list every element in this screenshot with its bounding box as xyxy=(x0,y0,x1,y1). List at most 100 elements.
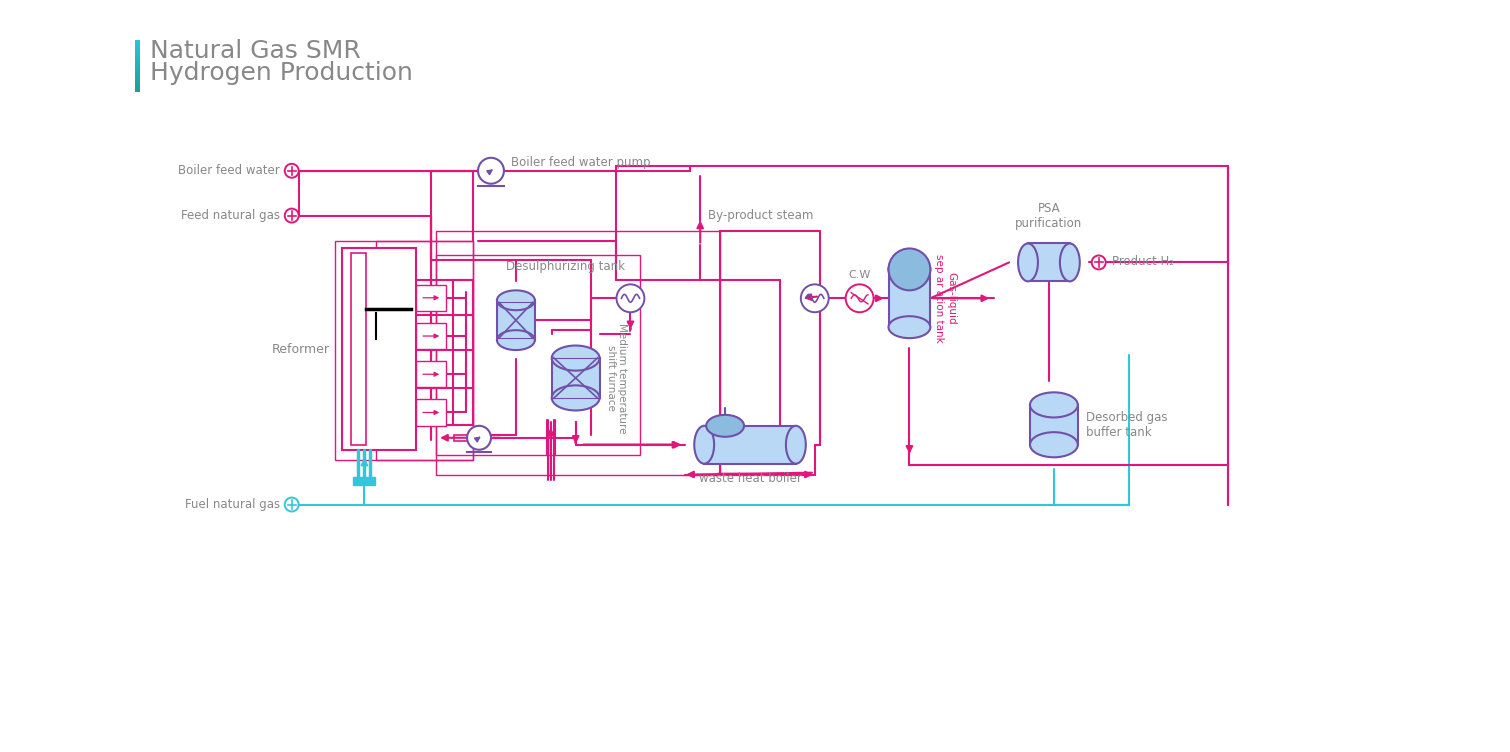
Text: Product H₂: Product H₂ xyxy=(1111,255,1173,268)
Bar xyxy=(136,59,140,60)
Ellipse shape xyxy=(695,426,714,464)
Ellipse shape xyxy=(551,345,599,371)
Bar xyxy=(436,256,640,455)
Bar xyxy=(1028,244,1069,281)
Bar xyxy=(136,89,140,90)
Bar xyxy=(352,253,367,444)
Text: Medium temperature
shift furnace: Medium temperature shift furnace xyxy=(606,323,627,433)
Ellipse shape xyxy=(785,426,806,464)
Bar xyxy=(136,56,140,57)
Bar xyxy=(136,74,140,75)
Text: Reformer: Reformer xyxy=(272,343,329,356)
Text: Boiler feed water: Boiler feed water xyxy=(178,164,279,177)
Bar xyxy=(136,83,140,84)
Circle shape xyxy=(616,284,645,312)
Bar xyxy=(551,358,599,398)
Bar xyxy=(136,49,140,50)
Bar xyxy=(136,57,140,58)
Bar xyxy=(136,76,140,77)
Bar xyxy=(136,61,140,62)
Bar xyxy=(136,75,140,76)
Bar xyxy=(136,62,140,63)
Circle shape xyxy=(1092,256,1105,269)
Bar xyxy=(136,47,140,48)
Text: Boiler feed water pump: Boiler feed water pump xyxy=(510,156,651,169)
Bar xyxy=(136,53,140,54)
Bar xyxy=(136,85,140,86)
Ellipse shape xyxy=(1018,244,1037,281)
Bar xyxy=(136,52,140,53)
Bar xyxy=(136,66,140,67)
Text: waste heat boiler: waste heat boiler xyxy=(699,472,802,484)
Bar xyxy=(136,43,140,44)
Text: Desulphurizing tank: Desulphurizing tank xyxy=(506,260,625,274)
Circle shape xyxy=(467,426,491,450)
Bar xyxy=(497,300,535,340)
Circle shape xyxy=(846,284,874,312)
Bar xyxy=(136,88,140,89)
Bar xyxy=(136,90,140,91)
Text: Fuel natural gas: Fuel natural gas xyxy=(184,498,279,511)
Text: By-product steam: By-product steam xyxy=(708,209,814,222)
Bar xyxy=(136,65,140,66)
Ellipse shape xyxy=(1030,432,1078,457)
Bar xyxy=(417,361,445,387)
Text: Feed natural gas: Feed natural gas xyxy=(181,209,279,222)
Ellipse shape xyxy=(1030,393,1078,417)
Text: Gas-liquid
sep ar ation tank: Gas-liquid sep ar ation tank xyxy=(935,254,956,343)
Ellipse shape xyxy=(551,385,599,411)
Bar xyxy=(136,67,140,68)
Bar xyxy=(888,269,930,327)
Bar xyxy=(136,82,140,83)
Ellipse shape xyxy=(888,248,930,290)
Bar xyxy=(136,55,140,56)
Bar xyxy=(136,79,140,80)
Bar xyxy=(1030,405,1078,444)
Text: C.W: C.W xyxy=(849,271,871,280)
Ellipse shape xyxy=(1060,244,1080,281)
Bar xyxy=(136,86,140,87)
Ellipse shape xyxy=(707,415,744,437)
Bar xyxy=(136,80,140,81)
Bar xyxy=(455,435,488,441)
Bar xyxy=(136,60,140,61)
Text: Natural Gas SMR: Natural Gas SMR xyxy=(149,39,361,63)
Circle shape xyxy=(479,158,504,183)
Bar xyxy=(436,231,720,475)
Bar xyxy=(136,71,140,72)
Circle shape xyxy=(800,284,829,312)
Bar xyxy=(417,285,445,311)
Bar xyxy=(136,81,140,82)
Bar xyxy=(136,64,140,65)
Bar xyxy=(376,241,473,459)
Text: PSA
purification: PSA purification xyxy=(1015,202,1083,229)
Bar xyxy=(136,41,140,42)
Text: Desorbed gas
buffer tank: Desorbed gas buffer tank xyxy=(1086,411,1167,439)
Bar xyxy=(136,72,140,73)
Bar xyxy=(136,45,140,46)
Bar xyxy=(136,87,140,88)
Bar xyxy=(136,46,140,47)
Bar xyxy=(136,70,140,71)
Bar xyxy=(136,63,140,64)
Bar xyxy=(335,241,473,459)
Text: Hydrogen Production: Hydrogen Production xyxy=(149,61,414,85)
Bar xyxy=(136,44,140,45)
Bar xyxy=(704,426,796,464)
Circle shape xyxy=(285,498,299,511)
Circle shape xyxy=(285,164,299,177)
Bar xyxy=(136,58,140,59)
Bar xyxy=(136,42,140,43)
Bar xyxy=(136,77,140,78)
Bar xyxy=(353,477,376,484)
Bar xyxy=(341,248,417,450)
Bar xyxy=(417,399,445,426)
Bar xyxy=(136,50,140,51)
Circle shape xyxy=(285,208,299,223)
Bar xyxy=(136,73,140,74)
Bar xyxy=(417,323,445,349)
Bar xyxy=(136,48,140,49)
Bar xyxy=(136,51,140,52)
Ellipse shape xyxy=(888,259,930,280)
Bar xyxy=(136,78,140,79)
